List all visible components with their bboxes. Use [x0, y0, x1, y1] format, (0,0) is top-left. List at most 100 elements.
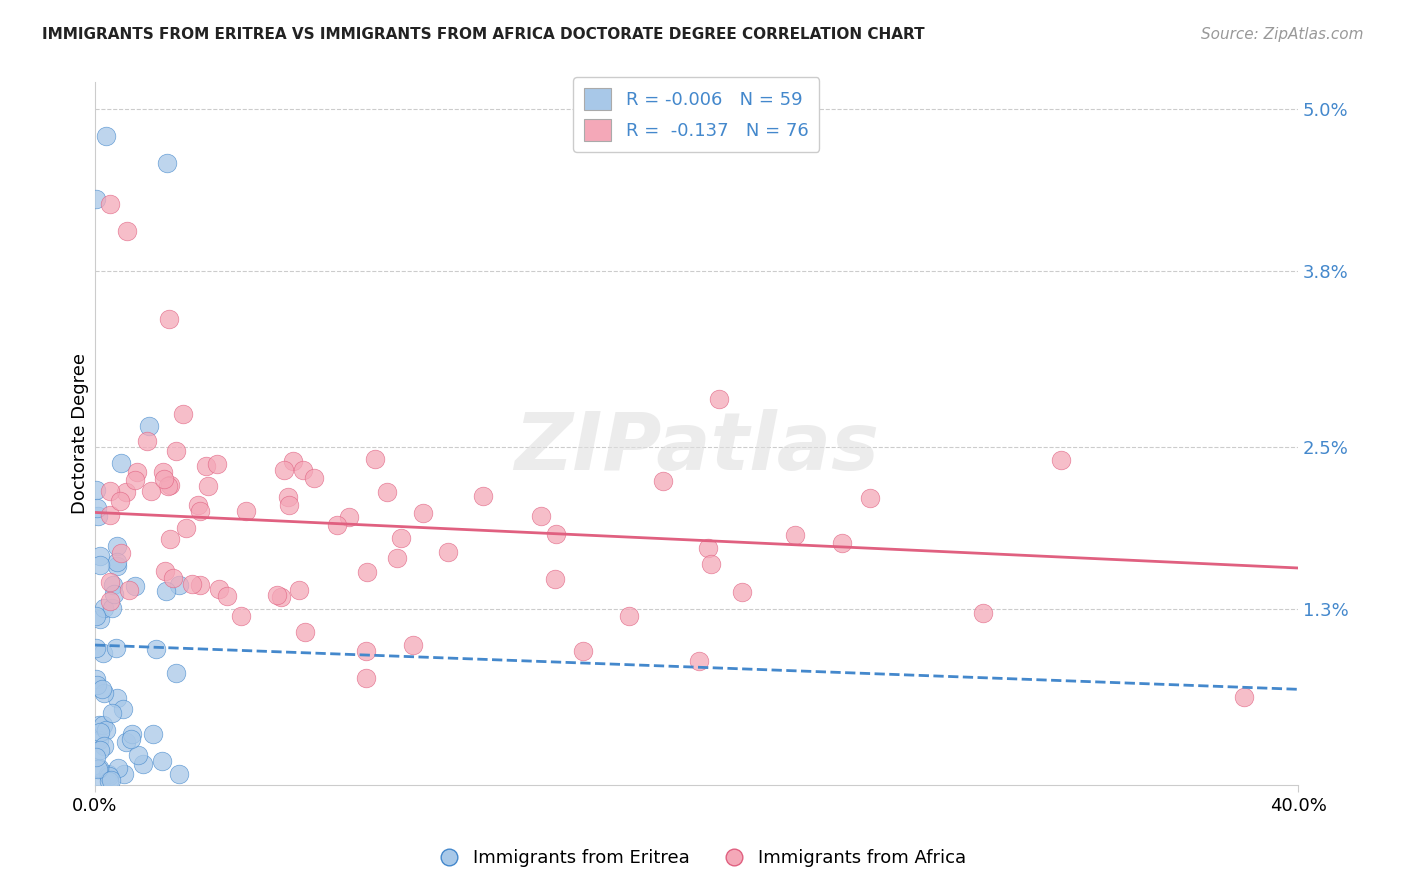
Point	[356, 565, 378, 579]
Y-axis label: Doctorate Degree: Doctorate Degree	[72, 353, 89, 514]
Point	[94, 129, 117, 144]
Point	[412, 507, 434, 521]
Point	[217, 589, 239, 603]
Point	[572, 644, 595, 658]
Point	[105, 691, 128, 706]
Point	[115, 735, 138, 749]
Point	[84, 641, 107, 656]
Point	[288, 583, 311, 598]
Point	[98, 594, 121, 608]
Point	[277, 490, 299, 504]
Point	[155, 584, 177, 599]
Point	[167, 767, 190, 781]
Point	[138, 419, 160, 434]
Point	[90, 775, 112, 789]
Point	[354, 644, 377, 658]
Point	[157, 479, 180, 493]
Point	[97, 774, 120, 789]
Point	[120, 731, 142, 746]
Point	[124, 473, 146, 487]
Text: ZIPatlas: ZIPatlas	[515, 409, 879, 486]
Point	[105, 539, 128, 553]
Point	[436, 544, 458, 558]
Point	[101, 578, 124, 592]
Point	[135, 434, 157, 448]
Point	[110, 456, 132, 470]
Point	[110, 546, 132, 560]
Point	[291, 462, 314, 476]
Point	[139, 483, 162, 498]
Point	[159, 532, 181, 546]
Point	[121, 727, 143, 741]
Point	[235, 504, 257, 518]
Point	[98, 483, 121, 498]
Point	[105, 558, 128, 573]
Point	[326, 517, 349, 532]
Point	[972, 606, 994, 620]
Point	[112, 767, 135, 781]
Point	[696, 541, 718, 555]
Point	[100, 773, 122, 788]
Point	[117, 224, 139, 238]
Point	[89, 724, 111, 739]
Point	[197, 479, 219, 493]
Point	[159, 478, 181, 492]
Point	[84, 672, 107, 686]
Point	[87, 733, 110, 747]
Point	[472, 489, 495, 503]
Point	[124, 579, 146, 593]
Point	[229, 609, 252, 624]
Point	[157, 312, 180, 326]
Point	[84, 192, 107, 206]
Point	[118, 583, 141, 598]
Point	[831, 536, 853, 550]
Point	[172, 408, 194, 422]
Point	[688, 654, 710, 668]
Point	[651, 474, 673, 488]
Point	[339, 509, 361, 524]
Point	[167, 578, 190, 592]
Text: IMMIGRANTS FROM ERITREA VS IMMIGRANTS FROM AFRICA DOCTORATE DEGREE CORRELATION C: IMMIGRANTS FROM ERITREA VS IMMIGRANTS FR…	[42, 27, 925, 42]
Point	[270, 591, 292, 605]
Point	[617, 608, 640, 623]
Point	[84, 749, 107, 764]
Point	[87, 762, 110, 776]
Point	[150, 754, 173, 768]
Point	[93, 686, 115, 700]
Point	[208, 582, 231, 596]
Point	[364, 452, 387, 467]
Point	[162, 571, 184, 585]
Point	[1049, 453, 1071, 467]
Text: Source: ZipAtlas.com: Source: ZipAtlas.com	[1201, 27, 1364, 42]
Point	[101, 601, 124, 615]
Point	[153, 472, 176, 486]
Point	[115, 484, 138, 499]
Point	[302, 471, 325, 485]
Point	[174, 521, 197, 535]
Point	[89, 612, 111, 626]
Point	[127, 465, 149, 479]
Point	[145, 642, 167, 657]
Point	[89, 549, 111, 564]
Point	[97, 767, 120, 781]
Point	[105, 555, 128, 569]
Point	[86, 609, 108, 624]
Point	[98, 574, 121, 589]
Point	[84, 483, 107, 497]
Point	[94, 723, 117, 738]
Point	[294, 624, 316, 639]
Point	[86, 500, 108, 515]
Point	[266, 588, 288, 602]
Point	[132, 757, 155, 772]
Point	[142, 727, 165, 741]
Point	[86, 678, 108, 692]
Point	[783, 528, 806, 542]
Point	[111, 702, 134, 716]
Point	[180, 577, 202, 591]
Point	[385, 551, 408, 566]
Point	[273, 463, 295, 477]
Point	[107, 761, 129, 775]
Legend: Immigrants from Eritrea, Immigrants from Africa: Immigrants from Eritrea, Immigrants from…	[433, 842, 973, 874]
Point	[730, 585, 752, 599]
Point	[195, 458, 218, 473]
